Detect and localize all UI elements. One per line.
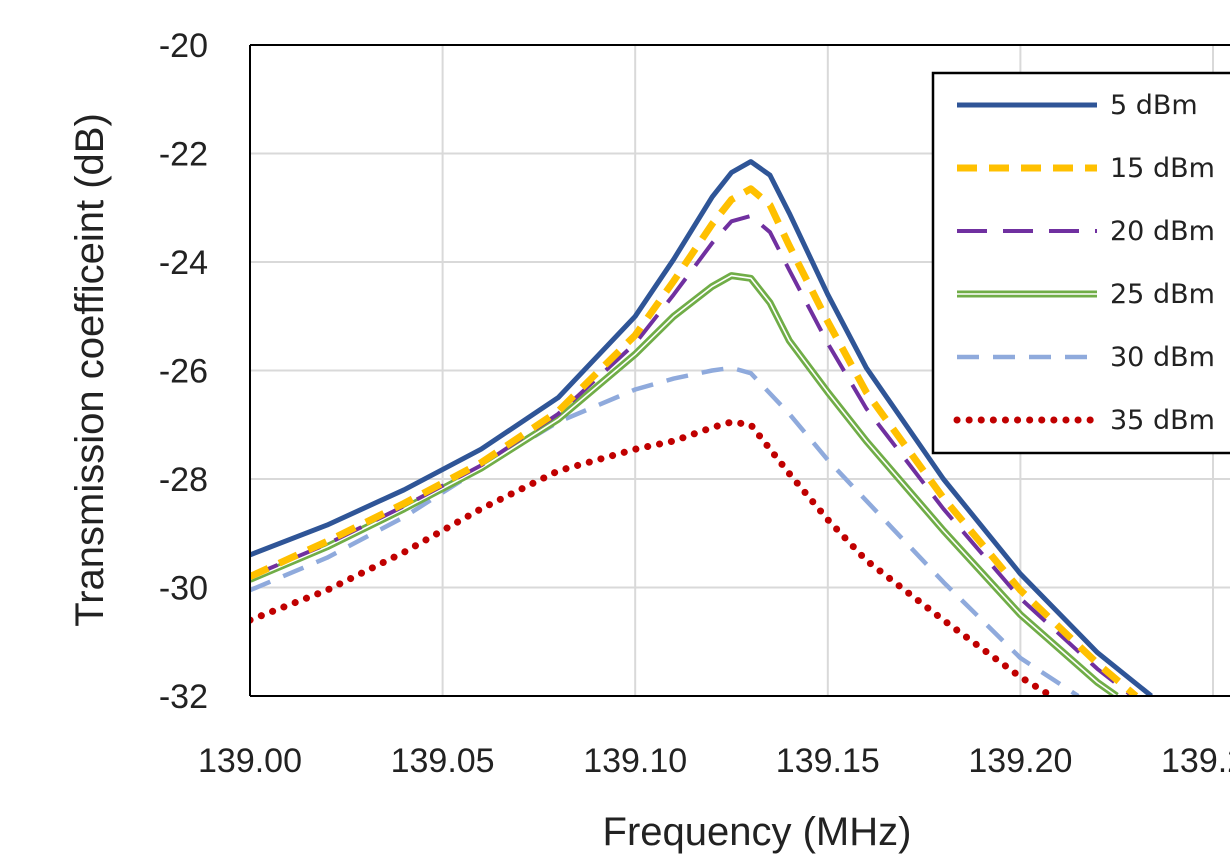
legend: 5 dBm 15 dBm 20 dBm 25 dBm 30 dBm 35 dBm: [931, 71, 1230, 455]
legend-label: 15 dBm: [1110, 153, 1215, 184]
y-tick-label: -32: [159, 678, 208, 716]
x-tick-label: 139.15: [776, 742, 880, 780]
y-tick-label: -28: [159, 461, 208, 499]
series-line-30-dbm: [250, 365, 1080, 696]
legend-label: 25 dBm: [1110, 279, 1215, 310]
legend-box: [931, 71, 1230, 455]
x-tick-label: 139.05: [391, 742, 495, 780]
x-tick-labels: 139.00 139.05 139.10 139.15 139.20 139.25: [198, 742, 1230, 780]
legend-label: 20 dBm: [1110, 216, 1215, 247]
y-tick-label: -26: [159, 353, 208, 391]
x-axis-title: Frequency (MHz): [603, 810, 912, 854]
y-tick-labels: -20 -22 -24 -26 -28 -30 -32: [159, 27, 208, 716]
y-axis-title: Transmission coefficeint (dB): [68, 113, 112, 627]
series-line-5-dbm: [250, 159, 1153, 696]
legend-label: 30 dBm: [1110, 342, 1215, 373]
y-tick-label: -30: [159, 570, 208, 608]
series-line-25-dbm-inner: [250, 274, 1118, 696]
series-lines: [250, 159, 1153, 696]
axes: [249, 44, 1230, 697]
legend-label: 5 dBm: [1110, 90, 1198, 121]
y-tick-label: -22: [159, 136, 208, 174]
legend-label: 35 dBm: [1110, 405, 1215, 436]
x-tick-label: 139.00: [198, 742, 302, 780]
series-line-15-dbm: [250, 185, 1139, 696]
x-tick-label: 139.20: [968, 742, 1072, 780]
x-tick-label: 139.10: [583, 742, 687, 780]
y-tick-label: -24: [159, 244, 208, 282]
x-tick-label: 139.25: [1161, 742, 1230, 780]
y-tick-label: -20: [159, 27, 208, 65]
